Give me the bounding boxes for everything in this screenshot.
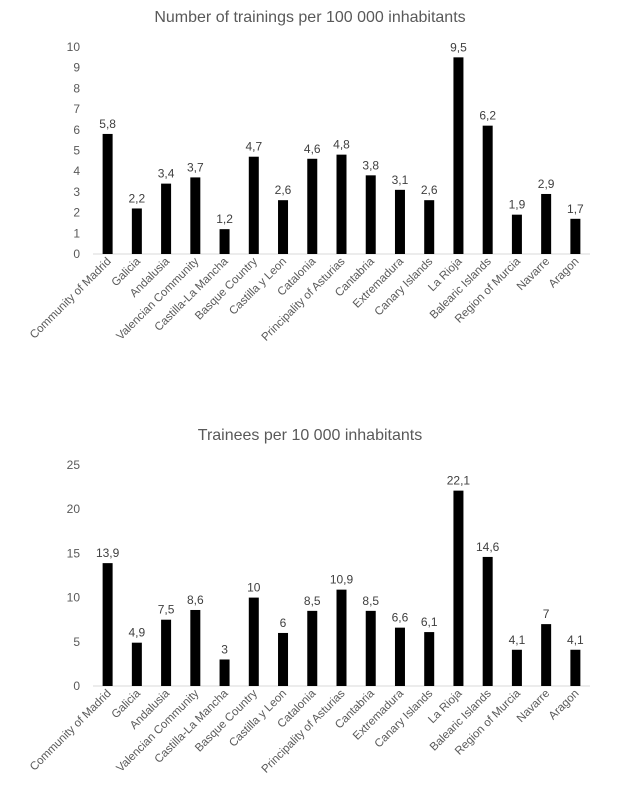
y-tick-label: 4 [73, 164, 80, 178]
y-tick-label: 8 [73, 81, 80, 95]
bar [365, 610, 376, 686]
data-label: 4,8 [333, 138, 350, 152]
data-label: 13,9 [96, 546, 120, 560]
category-label: Navarre [515, 256, 552, 293]
y-tick-label: 6 [73, 123, 80, 137]
y-tick-label: 10 [67, 40, 81, 54]
data-label: 1,2 [216, 212, 233, 226]
bar [102, 563, 113, 686]
bar [482, 125, 493, 254]
y-tick-label: 0 [73, 247, 80, 261]
y-tick-label: 10 [67, 591, 81, 605]
data-label: 6,6 [392, 611, 409, 625]
bar [307, 610, 318, 686]
data-label: 8,5 [304, 594, 321, 608]
y-tick-label: 15 [67, 546, 81, 560]
y-tick-label: 0 [73, 679, 80, 693]
data-label: 10 [247, 581, 261, 595]
y-tick-label: 5 [73, 635, 80, 649]
data-label: 4,1 [509, 633, 526, 647]
data-label: 4,7 [245, 140, 262, 154]
y-tick-label: 9 [73, 61, 80, 75]
data-label: 8,6 [187, 593, 204, 607]
data-label: 4,1 [567, 633, 584, 647]
bar [570, 649, 581, 686]
bar [278, 200, 289, 254]
y-tick-label: 1 [73, 226, 80, 240]
data-label: 2,6 [275, 183, 292, 197]
bar [365, 175, 376, 254]
category-label: Community of Madrid [28, 256, 114, 342]
bar [394, 189, 405, 254]
bar [453, 57, 464, 254]
data-label: 2,2 [129, 191, 146, 205]
bar [248, 156, 259, 254]
data-label: 10,9 [330, 573, 354, 587]
data-label: 6,1 [421, 615, 438, 629]
category-label: Community of Madrid [28, 688, 114, 774]
category-label: Aragon [547, 256, 582, 291]
bar [307, 158, 318, 254]
bar [336, 154, 347, 254]
category-label: Aragon [547, 688, 582, 723]
bar [131, 642, 142, 686]
bar [278, 632, 289, 686]
data-label: 2,9 [538, 177, 555, 191]
data-label: 9,5 [450, 40, 467, 54]
bar [190, 177, 201, 254]
chart-title: Number of trainings per 100 000 inhabita… [154, 9, 465, 26]
bar [102, 133, 113, 254]
data-label: 1,7 [567, 202, 584, 216]
data-label: 3,8 [362, 158, 379, 172]
bar [511, 214, 522, 254]
data-label: 3,7 [187, 160, 204, 174]
data-label: 5,8 [99, 117, 116, 131]
data-label: 14,6 [476, 540, 500, 554]
data-label: 8,5 [362, 594, 379, 608]
data-label: 7,5 [158, 603, 175, 617]
bar [511, 649, 522, 686]
data-label: 4,6 [304, 142, 321, 156]
bar [190, 609, 201, 686]
chart-title: Trainees per 10 000 inhabitants [198, 427, 422, 444]
y-tick-label: 5 [73, 144, 80, 158]
category-label: Navarre [515, 688, 552, 725]
data-label: 7 [543, 607, 550, 621]
data-label: 6 [280, 616, 287, 630]
data-label: 1,9 [509, 198, 526, 212]
bar [336, 589, 347, 686]
y-tick-label: 20 [67, 502, 81, 516]
bar [219, 229, 230, 254]
bar [570, 218, 581, 254]
data-label: 2,6 [421, 183, 438, 197]
bar [248, 597, 259, 686]
bar [424, 200, 435, 254]
y-tick-label: 2 [73, 206, 80, 220]
data-label: 22,1 [447, 474, 471, 488]
data-label: 3 [221, 642, 228, 656]
bar [394, 627, 405, 686]
bar [541, 193, 552, 254]
bar [131, 208, 142, 254]
bar [219, 659, 230, 686]
bar [482, 556, 493, 686]
data-label: 3,4 [158, 167, 175, 181]
bar [453, 490, 464, 686]
data-label: 4,9 [129, 626, 146, 640]
data-label: 3,1 [392, 173, 409, 187]
bar [424, 632, 435, 686]
data-label: 6,2 [479, 109, 496, 123]
y-tick-label: 25 [67, 458, 81, 472]
bar [161, 619, 172, 686]
bar [541, 624, 552, 686]
y-tick-label: 7 [73, 102, 80, 116]
bar [161, 183, 172, 254]
y-tick-label: 3 [73, 185, 80, 199]
